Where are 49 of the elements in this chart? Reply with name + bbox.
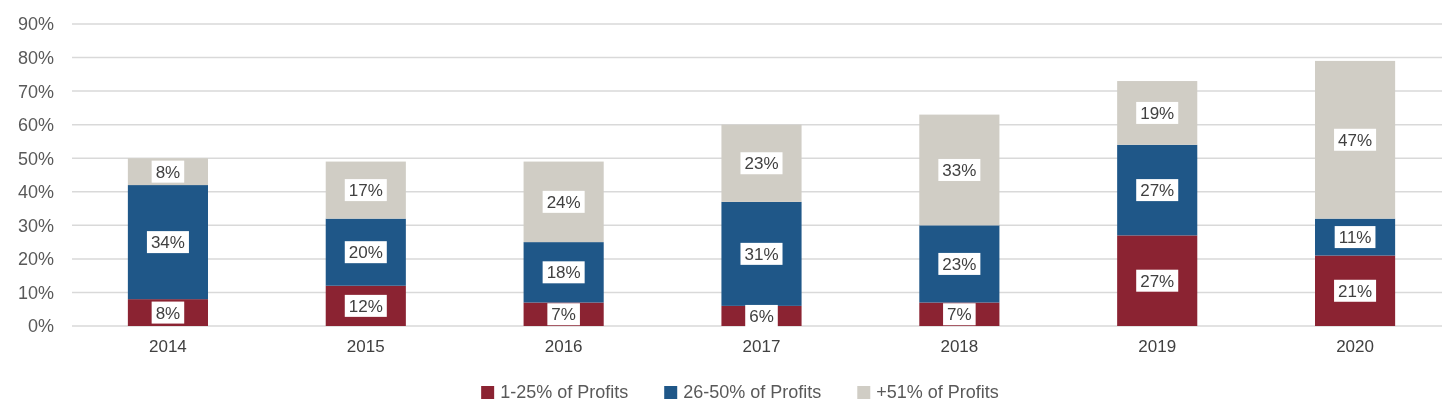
y-tick-label: 50% — [17, 148, 54, 169]
data-label: 47% — [1338, 130, 1373, 150]
bar — [919, 114, 1000, 226]
legend-label: 26-50% of Profits — [683, 382, 822, 402]
bar — [1315, 60, 1396, 219]
x-tick-label: 2017 — [742, 337, 781, 356]
y-tick-label: 90% — [17, 14, 54, 35]
x-tick-label: 2015 — [346, 337, 385, 356]
bar — [127, 185, 208, 300]
data-label: 17% — [348, 181, 383, 201]
y-tick-label: 30% — [17, 215, 54, 236]
x-tick-label: 2014 — [149, 337, 187, 356]
data-label: 34% — [150, 233, 185, 253]
x-tick-label: 2019 — [1138, 337, 1177, 356]
bar — [721, 201, 802, 306]
y-tick-label: 70% — [17, 81, 54, 102]
data-label: 19% — [1140, 104, 1175, 124]
data-label: 31% — [744, 244, 779, 264]
x-tick-label: 2016 — [544, 337, 583, 356]
data-label: 7% — [947, 305, 972, 325]
data-label: 21% — [1338, 281, 1373, 301]
data-label: 6% — [749, 307, 774, 327]
y-tick-label: 20% — [17, 249, 54, 270]
y-tick-label: 0% — [27, 316, 54, 337]
data-label: 12% — [348, 296, 383, 316]
data-label: 8% — [155, 162, 181, 182]
data-label: 24% — [546, 192, 581, 212]
legend-label: +51% of Profits — [876, 382, 999, 402]
bar — [1117, 235, 1198, 326]
data-label: 11% — [1338, 228, 1372, 248]
data-label: 18% — [546, 263, 581, 283]
data-label: 20% — [348, 243, 383, 263]
y-tick-label: 80% — [17, 48, 54, 69]
data-label: 27% — [1140, 271, 1175, 291]
y-tick-label: 10% — [17, 282, 54, 303]
x-tick-label: 2018 — [940, 337, 979, 356]
bar — [919, 225, 1000, 303]
legend-label: 1-25% of Profits — [500, 382, 629, 402]
bar — [1117, 144, 1198, 236]
data-label: 23% — [744, 154, 779, 174]
bar — [721, 124, 802, 202]
x-tick-label: 2020 — [1336, 337, 1374, 356]
data-label: 23% — [942, 255, 977, 275]
data-label: 33% — [942, 161, 977, 181]
data-label: 27% — [1140, 181, 1175, 201]
y-tick-label: 60% — [17, 115, 54, 136]
data-label: 8% — [155, 303, 181, 323]
data-label: 7% — [551, 305, 576, 325]
y-tick-label: 40% — [17, 182, 54, 203]
